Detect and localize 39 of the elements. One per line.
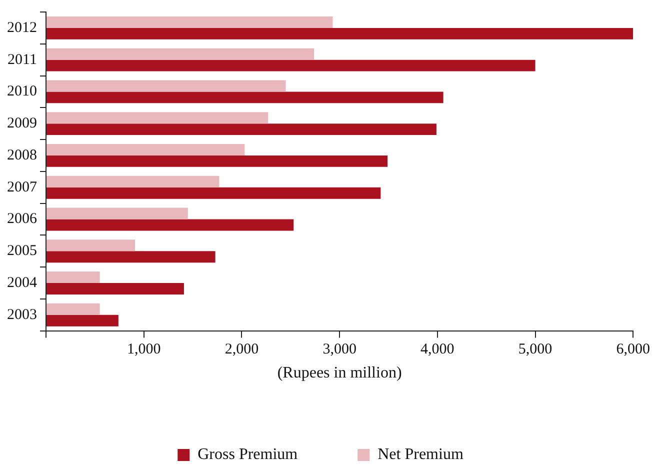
x-tick-label: 4,000 xyxy=(420,342,454,358)
y-tick-label: 2008 xyxy=(7,147,37,164)
bar xyxy=(46,282,184,294)
bar xyxy=(46,16,333,28)
y-tick-label: 2009 xyxy=(7,116,37,132)
bar xyxy=(46,272,100,283)
x-tick-label: 6,000 xyxy=(616,342,650,358)
x-tick-label: 1,000 xyxy=(126,342,161,358)
bar xyxy=(46,187,381,199)
bar xyxy=(46,176,220,188)
legend-label: Gross Premium xyxy=(198,446,298,464)
bar xyxy=(46,219,294,231)
x-tick-label: 2,000 xyxy=(224,342,259,358)
y-tick-label: 2011 xyxy=(8,52,37,68)
y-tick-label: 2010 xyxy=(7,84,37,100)
x-tick-label: 5,000 xyxy=(518,342,552,358)
y-tick-label: 2003 xyxy=(7,306,37,323)
y-tick-label: 2004 xyxy=(7,274,38,291)
y-tick-label: 2006 xyxy=(7,211,38,228)
bar xyxy=(46,240,136,252)
bar xyxy=(46,28,634,40)
bar xyxy=(46,112,268,124)
legend-label: Net Premium xyxy=(378,446,464,464)
bar xyxy=(46,124,436,136)
y-tick-label: 2012 xyxy=(7,20,37,36)
bar xyxy=(46,303,100,315)
bar xyxy=(46,208,188,220)
bar xyxy=(46,251,216,263)
bar xyxy=(46,48,314,60)
bar xyxy=(46,314,118,326)
bar xyxy=(46,80,286,92)
bar xyxy=(46,60,536,72)
y-tick-label: 2005 xyxy=(7,243,37,260)
bar xyxy=(46,155,388,167)
bar xyxy=(46,144,245,156)
x-axis-title: (Rupees in million) xyxy=(277,364,402,382)
x-tick-label: 3,000 xyxy=(322,342,356,358)
bar xyxy=(46,92,444,104)
y-tick-label: 2007 xyxy=(7,179,38,196)
